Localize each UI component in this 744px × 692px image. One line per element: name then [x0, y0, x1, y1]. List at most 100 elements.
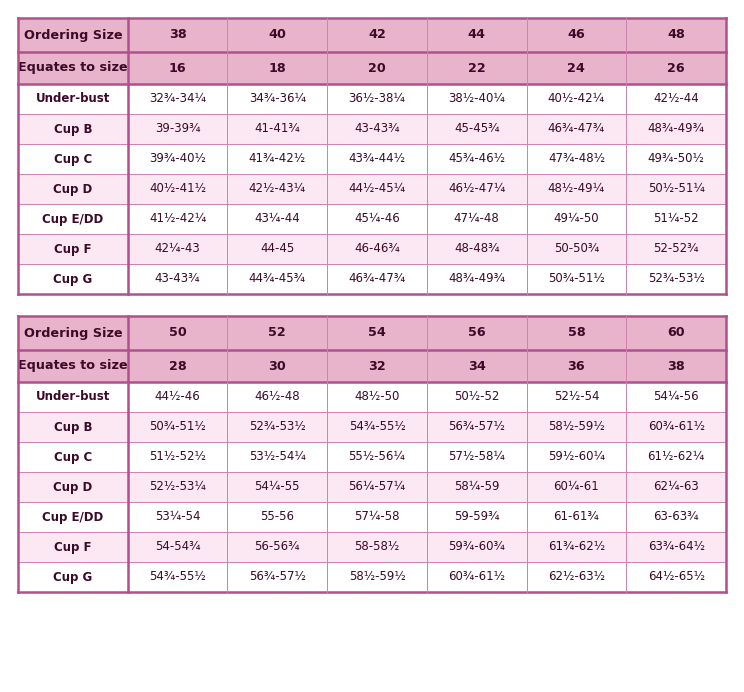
Text: 59¾-60¾: 59¾-60¾ — [449, 540, 505, 554]
Text: 34: 34 — [468, 360, 486, 372]
Bar — [527, 204, 626, 234]
Bar — [18, 52, 128, 84]
Bar — [18, 174, 128, 204]
Bar — [228, 316, 327, 350]
Bar — [527, 532, 626, 562]
Text: Cup C: Cup C — [54, 152, 92, 165]
Text: 32: 32 — [368, 360, 386, 372]
Text: 52¾-53½: 52¾-53½ — [648, 273, 705, 286]
Text: 56-56¾: 56-56¾ — [254, 540, 300, 554]
Bar — [18, 264, 128, 294]
Bar — [527, 382, 626, 412]
Text: 54¼-56: 54¼-56 — [653, 390, 699, 403]
Bar — [128, 18, 228, 52]
Bar — [327, 502, 427, 532]
Bar — [427, 442, 527, 472]
Text: 46½-48: 46½-48 — [254, 390, 300, 403]
Text: 41-41¾: 41-41¾ — [254, 122, 300, 136]
Bar — [128, 204, 228, 234]
Text: 52: 52 — [269, 327, 286, 340]
Bar — [527, 264, 626, 294]
Bar — [626, 234, 726, 264]
Text: 42½-43¼: 42½-43¼ — [248, 183, 306, 196]
Text: 36½-38¼: 36½-38¼ — [349, 93, 405, 105]
Text: 46½-47¼: 46½-47¼ — [448, 183, 505, 196]
Bar — [228, 144, 327, 174]
Text: Equates to size: Equates to size — [18, 360, 128, 372]
Bar — [18, 442, 128, 472]
Text: 50¾-51½: 50¾-51½ — [548, 273, 605, 286]
Bar — [527, 562, 626, 592]
Bar — [427, 52, 527, 84]
Text: Cup D: Cup D — [54, 183, 92, 196]
Bar — [128, 472, 228, 502]
Bar — [128, 350, 228, 382]
Bar — [18, 234, 128, 264]
Text: 40: 40 — [269, 28, 286, 42]
Text: 45-45¾: 45-45¾ — [454, 122, 499, 136]
Bar — [327, 264, 427, 294]
Bar — [18, 144, 128, 174]
Bar — [18, 18, 128, 52]
Bar — [18, 114, 128, 144]
Bar — [327, 174, 427, 204]
Text: 45¾-46½: 45¾-46½ — [448, 152, 505, 165]
Text: 38: 38 — [169, 28, 187, 42]
Bar — [427, 316, 527, 350]
Text: 56¾-57½: 56¾-57½ — [248, 570, 306, 583]
Text: 57½-58¼: 57½-58¼ — [449, 450, 505, 464]
Text: Under-bust: Under-bust — [36, 390, 110, 403]
Bar — [327, 382, 427, 412]
Text: 50½-52: 50½-52 — [454, 390, 499, 403]
Text: 38½-40¼: 38½-40¼ — [449, 93, 505, 105]
Text: 42: 42 — [368, 28, 386, 42]
Text: Equates to size: Equates to size — [18, 62, 128, 75]
Text: Cup G: Cup G — [54, 570, 92, 583]
Text: 40½-42¼: 40½-42¼ — [548, 93, 605, 105]
Text: 53¼-54: 53¼-54 — [155, 511, 200, 524]
Text: 52½-54: 52½-54 — [554, 390, 599, 403]
Bar — [228, 532, 327, 562]
Bar — [128, 382, 228, 412]
Bar — [427, 114, 527, 144]
Bar — [128, 442, 228, 472]
Bar — [228, 114, 327, 144]
Text: Cup B: Cup B — [54, 421, 92, 433]
Text: Ordering Size: Ordering Size — [24, 327, 122, 340]
Text: 48½-49¼: 48½-49¼ — [548, 183, 605, 196]
Bar — [228, 562, 327, 592]
Text: 22: 22 — [468, 62, 486, 75]
Bar — [327, 18, 427, 52]
Text: 52¾-53½: 52¾-53½ — [249, 421, 306, 433]
Bar — [18, 502, 128, 532]
Text: 42½-44: 42½-44 — [653, 93, 699, 105]
Text: 32¾-34¼: 32¾-34¼ — [149, 93, 206, 105]
Text: Cup F: Cup F — [54, 540, 92, 554]
Text: 56¾-57½: 56¾-57½ — [449, 421, 505, 433]
Text: 43¼-44: 43¼-44 — [254, 212, 300, 226]
Bar — [626, 350, 726, 382]
Text: 53½-54¼: 53½-54¼ — [248, 450, 306, 464]
Bar — [128, 174, 228, 204]
Bar — [228, 382, 327, 412]
Bar — [527, 114, 626, 144]
Bar — [626, 264, 726, 294]
Text: 45¼-46: 45¼-46 — [354, 212, 400, 226]
Bar — [18, 472, 128, 502]
Text: 44-45: 44-45 — [260, 242, 295, 255]
Text: 39¾-40½: 39¾-40½ — [149, 152, 206, 165]
Bar — [527, 52, 626, 84]
Bar — [626, 442, 726, 472]
Text: 36: 36 — [568, 360, 586, 372]
Bar — [626, 562, 726, 592]
Bar — [327, 84, 427, 114]
Text: 24: 24 — [568, 62, 586, 75]
Text: 62¼-63: 62¼-63 — [653, 480, 699, 493]
Text: 54¾-55½: 54¾-55½ — [349, 421, 405, 433]
Text: 49¼-50: 49¼-50 — [554, 212, 599, 226]
Text: 54¼-55: 54¼-55 — [254, 480, 300, 493]
Bar — [327, 442, 427, 472]
Text: 58½-59½: 58½-59½ — [548, 421, 605, 433]
Bar — [626, 204, 726, 234]
Bar — [327, 234, 427, 264]
